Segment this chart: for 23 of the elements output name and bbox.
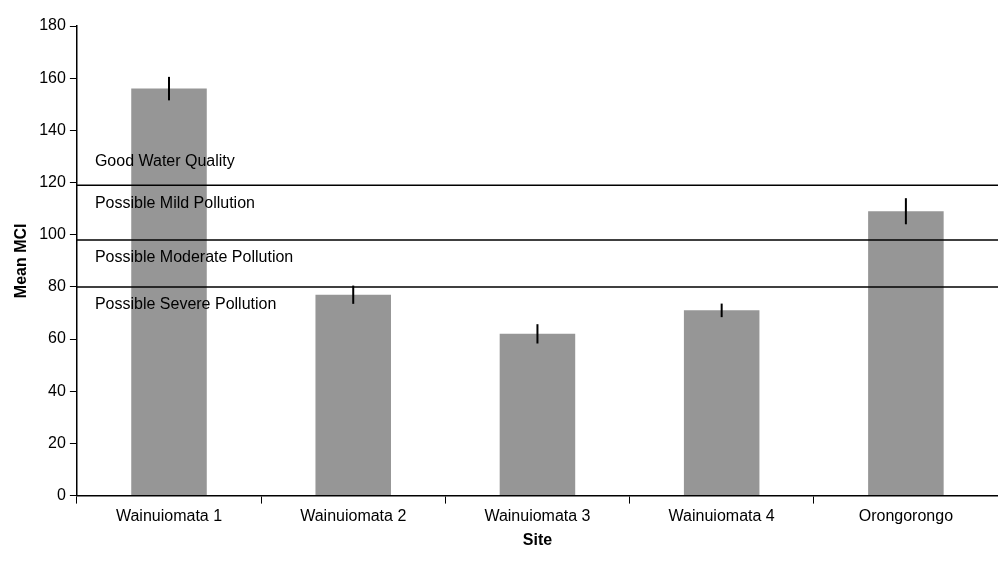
- y-tick-label: 140: [39, 120, 66, 138]
- x-tick-label: Wainuiomata 2: [300, 506, 407, 524]
- bar: [683, 310, 760, 496]
- y-tick-label: 160: [39, 68, 66, 86]
- annotation: Good Water Quality: [94, 151, 235, 169]
- y-tick-label: 0: [56, 486, 66, 504]
- y-tick-label: 180: [39, 16, 66, 34]
- annotation: Possible Mild Pollution: [94, 193, 255, 211]
- y-tick-label: 100: [39, 225, 66, 243]
- x-tick-label: Orongorongo: [858, 506, 954, 524]
- x-axis-title: Site: [522, 530, 553, 548]
- bar: [499, 333, 576, 496]
- x-tick-label: Wainuiomata 3: [484, 506, 591, 524]
- y-tick-label: 80: [48, 277, 66, 295]
- y-tick-label: 120: [39, 172, 66, 190]
- y-tick-label: 20: [48, 433, 66, 451]
- y-tick-label: 40: [48, 381, 66, 399]
- x-tick-label: Wainuiomata 4: [668, 506, 775, 524]
- y-axis-title: Mean MCI: [12, 223, 30, 299]
- x-tick-label: Wainuiomata 1: [115, 506, 223, 524]
- y-tick-label: 60: [48, 329, 66, 347]
- bar: [868, 211, 944, 496]
- bar: [315, 294, 391, 496]
